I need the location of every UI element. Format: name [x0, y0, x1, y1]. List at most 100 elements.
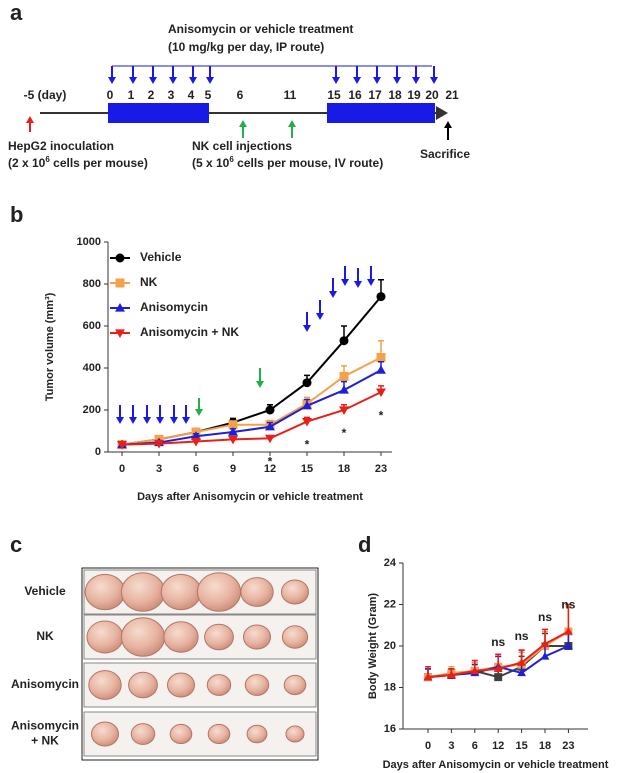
marker	[265, 405, 275, 415]
x-tick-label: 15	[515, 740, 527, 752]
detail-part: 6	[229, 155, 234, 164]
photo-row	[83, 614, 317, 660]
tumor	[163, 621, 199, 653]
y-tick-label: 20	[384, 640, 396, 652]
marker	[493, 664, 503, 673]
day-label: 18	[388, 88, 402, 102]
tumor	[120, 617, 166, 657]
marker	[117, 441, 127, 450]
y-tick-label: 24	[384, 557, 397, 569]
marker	[447, 670, 456, 679]
tumor	[285, 725, 305, 743]
arrow-head	[143, 417, 151, 424]
marker	[376, 365, 386, 374]
arrow-head	[129, 77, 137, 84]
row-label: NK	[36, 629, 54, 643]
series-line	[121, 369, 382, 446]
annotation: ns	[561, 598, 575, 612]
marker	[191, 431, 201, 440]
x-tick-label: 23	[562, 740, 574, 752]
treatment-title: Anisomycin or vehicle treatment	[168, 22, 353, 36]
inoculation-title: HepG2 inoculation	[8, 139, 114, 153]
injection-title: NK cell injections	[192, 139, 292, 153]
day-label: 20	[425, 88, 439, 102]
tumor	[244, 674, 270, 696]
x-tick-label: 0	[425, 740, 431, 752]
legend-label: NK	[140, 275, 158, 289]
marker	[115, 329, 125, 338]
row-label: Anisomycin	[11, 677, 79, 691]
arrow-head	[116, 417, 124, 424]
day-label: 17	[368, 88, 382, 102]
marker	[564, 641, 573, 650]
sacrifice-label: Sacrifice	[420, 147, 470, 161]
marker	[228, 435, 238, 445]
arrow-head	[170, 417, 178, 424]
x-tick-label: 6	[472, 740, 478, 752]
y-tick-label: 16	[384, 723, 396, 735]
detail-part: (5 x 10	[192, 156, 230, 170]
panel-label: c	[10, 532, 22, 557]
day-label: 16	[348, 88, 362, 102]
detail-part: (2 x 10	[8, 156, 46, 170]
day-label: 0	[107, 88, 114, 102]
tumor	[207, 723, 231, 745]
detail-part: cells per mouse, IV route)	[234, 156, 383, 170]
series-line	[121, 356, 382, 446]
tumor	[128, 671, 158, 699]
arrow-head	[149, 77, 157, 84]
marker	[115, 303, 125, 312]
tumor	[120, 572, 166, 612]
arrow-head	[26, 116, 34, 123]
legend-label: Vehicle	[140, 250, 182, 264]
panel-label: d	[358, 532, 371, 557]
marker	[191, 437, 201, 447]
day-label: 11	[284, 88, 297, 102]
arrow-head	[303, 325, 311, 332]
tumor	[84, 573, 126, 611]
tumor	[283, 674, 307, 696]
arrow-head	[341, 279, 349, 286]
row-label: Vehicle	[24, 584, 66, 598]
day-label: 2	[148, 88, 155, 102]
day-label: 1	[128, 88, 135, 102]
arrow-head	[169, 77, 177, 84]
y-axis-title: Body Weight (Gram)	[367, 593, 379, 699]
series-line	[121, 391, 382, 446]
marker	[339, 336, 349, 346]
panel-label: a	[10, 0, 23, 25]
annotation: *	[379, 408, 384, 422]
tumor	[281, 579, 309, 605]
arrow-head	[206, 77, 214, 84]
day-label: 3	[168, 88, 175, 102]
tumor	[206, 674, 232, 696]
annotation: *	[268, 455, 273, 469]
marker	[228, 427, 238, 436]
marker	[470, 666, 480, 675]
tumor	[281, 625, 309, 649]
arrow-head	[182, 417, 190, 424]
y-tick-label: 0	[95, 446, 101, 458]
y-tick-label: 200	[83, 404, 101, 416]
marker	[115, 253, 125, 263]
tumor	[167, 672, 195, 698]
treatment-dose: (10 mg/kg per day, IP route)	[168, 40, 324, 54]
arrow-head	[393, 77, 401, 84]
legend-label: Anisomycin + NK	[140, 325, 239, 339]
tumor	[91, 721, 119, 747]
arrow-head	[367, 279, 375, 286]
x-tick-label: 15	[301, 463, 313, 475]
day-label: -5 (day)	[24, 88, 67, 102]
arrow-head	[108, 77, 116, 84]
marker	[265, 421, 275, 431]
marker	[540, 639, 550, 648]
annotation: *	[342, 426, 347, 440]
photo-row	[83, 662, 317, 708]
marker	[339, 385, 349, 394]
arrow-head	[316, 313, 324, 320]
x-tick-label: 9	[230, 463, 236, 475]
arrow-head	[430, 77, 438, 84]
treatment-block	[108, 103, 209, 123]
tumor	[169, 723, 193, 745]
